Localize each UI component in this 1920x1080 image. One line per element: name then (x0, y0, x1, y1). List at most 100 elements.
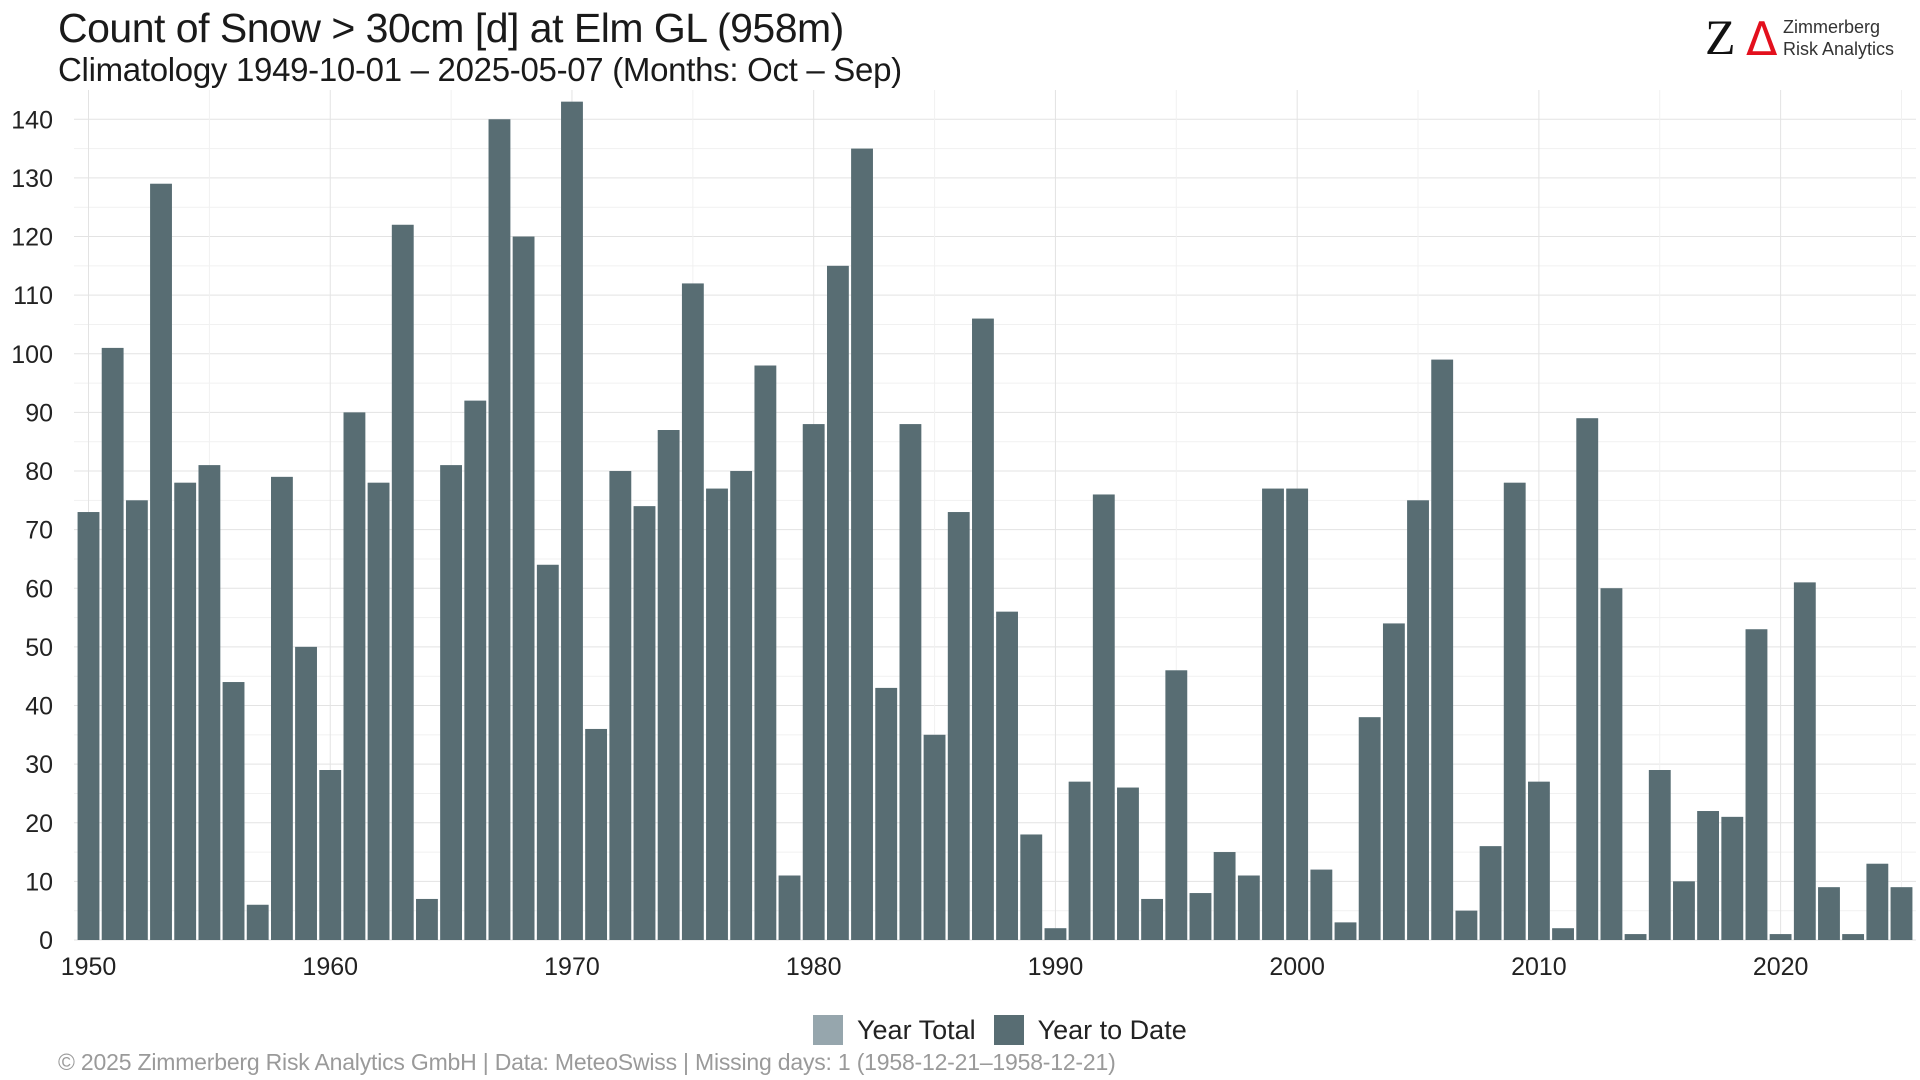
bar-year-to-date (1576, 418, 1599, 940)
x-tick-label: 1980 (786, 953, 842, 981)
legend-label-year-total: Year Total (857, 1014, 976, 1045)
bar-year-to-date (681, 283, 704, 941)
bar-year-to-date (440, 465, 462, 940)
bar-year-to-date (1528, 781, 1550, 940)
bar-year-to-date (246, 904, 269, 940)
legend-swatch-year-to-date (993, 1015, 1024, 1045)
bar-year-to-date (391, 224, 414, 941)
bar-year-to-date (1141, 898, 1164, 940)
bar-year-to-date (512, 236, 535, 940)
bar-year-to-date (295, 646, 317, 940)
bar-year-to-date (271, 476, 293, 940)
bar-year-to-date (1721, 816, 1744, 940)
y-tick-label: 120 (11, 224, 53, 252)
bar-year-to-date (1068, 781, 1091, 940)
y-tick-label: 130 (11, 165, 53, 193)
bar-year-to-date (1310, 869, 1333, 940)
bar-year-to-date (1503, 482, 1526, 940)
y-tick-label: 110 (13, 282, 53, 310)
bar-year-to-date (585, 728, 608, 940)
bar-year-to-date (1382, 623, 1405, 940)
bar-year-to-date (899, 424, 922, 940)
x-tick-label: 1970 (544, 953, 600, 981)
x-tick-label: 1950 (61, 953, 117, 981)
bar-year-to-date (706, 488, 728, 940)
bar-year-to-date (416, 898, 438, 940)
y-tick-label: 20 (25, 810, 53, 838)
bar-year-to-date (343, 412, 366, 940)
bar-year-to-date (1600, 588, 1623, 940)
logo-name-line1: Zimmerberg (1783, 17, 1881, 37)
y-tick-label: 10 (25, 868, 53, 896)
company-logo: Z Δ Zimmerberg Risk Analytics (1705, 9, 1905, 66)
bar-year-to-date (1213, 852, 1236, 940)
bar-year-to-date (1092, 494, 1115, 940)
legend-item-year-total: Year Total (813, 1015, 976, 1046)
y-axis-labels: 0 10 20 30 40 50 60 70 80 90 100 110 120 130 140 (11, 106, 53, 955)
bar-year-to-date (609, 471, 632, 940)
bar-year-to-date (198, 465, 221, 940)
logo-z-glyph: Z (1705, 9, 1736, 65)
x-tick-label: 1990 (1028, 953, 1084, 981)
y-tick-label: 30 (25, 751, 53, 779)
legend-swatch-year-total (813, 1015, 843, 1045)
x-tick-label: 2010 (1511, 953, 1567, 981)
bar-year-to-date (1769, 934, 1792, 940)
bar-year-to-date (1842, 934, 1865, 940)
bar-year-to-date (1673, 881, 1695, 940)
bar-year-to-date (125, 500, 148, 940)
bar-year-to-date (77, 512, 100, 940)
bar-year-to-date (1044, 928, 1067, 940)
bar-year-to-date (778, 875, 801, 940)
bar-year-to-date (1020, 834, 1043, 940)
bar-year-to-date (1745, 629, 1768, 940)
bar-year-to-date (633, 506, 656, 940)
bar-year-to-date (657, 430, 680, 940)
bar-year-to-date (802, 424, 825, 940)
bar-year-to-date (174, 482, 197, 940)
bar-year-to-date (1334, 922, 1357, 940)
y-tick-label: 100 (11, 341, 53, 369)
x-tick-label: 2000 (1269, 953, 1325, 981)
y-tick-label: 70 (25, 517, 53, 545)
x-tick-label: 2020 (1753, 953, 1809, 981)
bar-year-to-date (1890, 887, 1913, 940)
bar-year-to-date (1793, 582, 1816, 940)
y-tick-label: 50 (25, 634, 53, 662)
y-tick-label: 40 (25, 693, 53, 721)
y-tick-label: 0 (39, 927, 53, 955)
y-tick-label: 80 (25, 458, 53, 486)
bar-year-to-date (1407, 500, 1429, 940)
footer-credits: © 2025 Zimmerberg Risk Analytics GmbH | … (58, 1049, 1116, 1075)
bar-year-to-date (947, 512, 970, 940)
bar-year-to-date (1286, 488, 1309, 940)
bar-year-to-date (996, 611, 1018, 940)
bar-year-to-date (101, 347, 124, 940)
bar-year-to-date (730, 471, 753, 940)
bar-year-to-date (826, 265, 849, 940)
logo-delta-icon: Δ (1746, 12, 1778, 66)
chart-legend: Year Total Year to Date (813, 1014, 1205, 1046)
x-axis-labels: 1950 1960 1970 1980 1990 2000 2010 2020 (61, 953, 1809, 981)
bar-year-to-date (464, 400, 487, 940)
bar-year-to-date (1237, 875, 1260, 940)
chart-title: Count of Snow > 30cm [d] at Elm GL (958m… (58, 5, 844, 51)
legend-label-year-to-date: Year to Date (1037, 1014, 1187, 1045)
x-tick-label: 1960 (302, 953, 358, 981)
bar-year-to-date (150, 183, 172, 941)
y-tick-label: 60 (25, 575, 53, 603)
bar-year-to-date (1552, 928, 1574, 940)
bar-year-to-date (972, 318, 994, 940)
bar-year-to-date (1358, 717, 1381, 940)
bar-year-to-date (1624, 934, 1647, 940)
bar-year-to-date (1165, 670, 1188, 940)
bar-year-to-date (1866, 863, 1889, 940)
bar-year-to-date (367, 482, 390, 940)
logo-name-line2: Risk Analytics (1783, 39, 1895, 59)
bar-year-to-date (1117, 787, 1139, 940)
bar-year-to-date (488, 119, 511, 940)
bar-year-to-date (1262, 488, 1284, 940)
legend-item-year-to-date: Year to Date (993, 1014, 1187, 1046)
bar-year-to-date (222, 682, 245, 940)
